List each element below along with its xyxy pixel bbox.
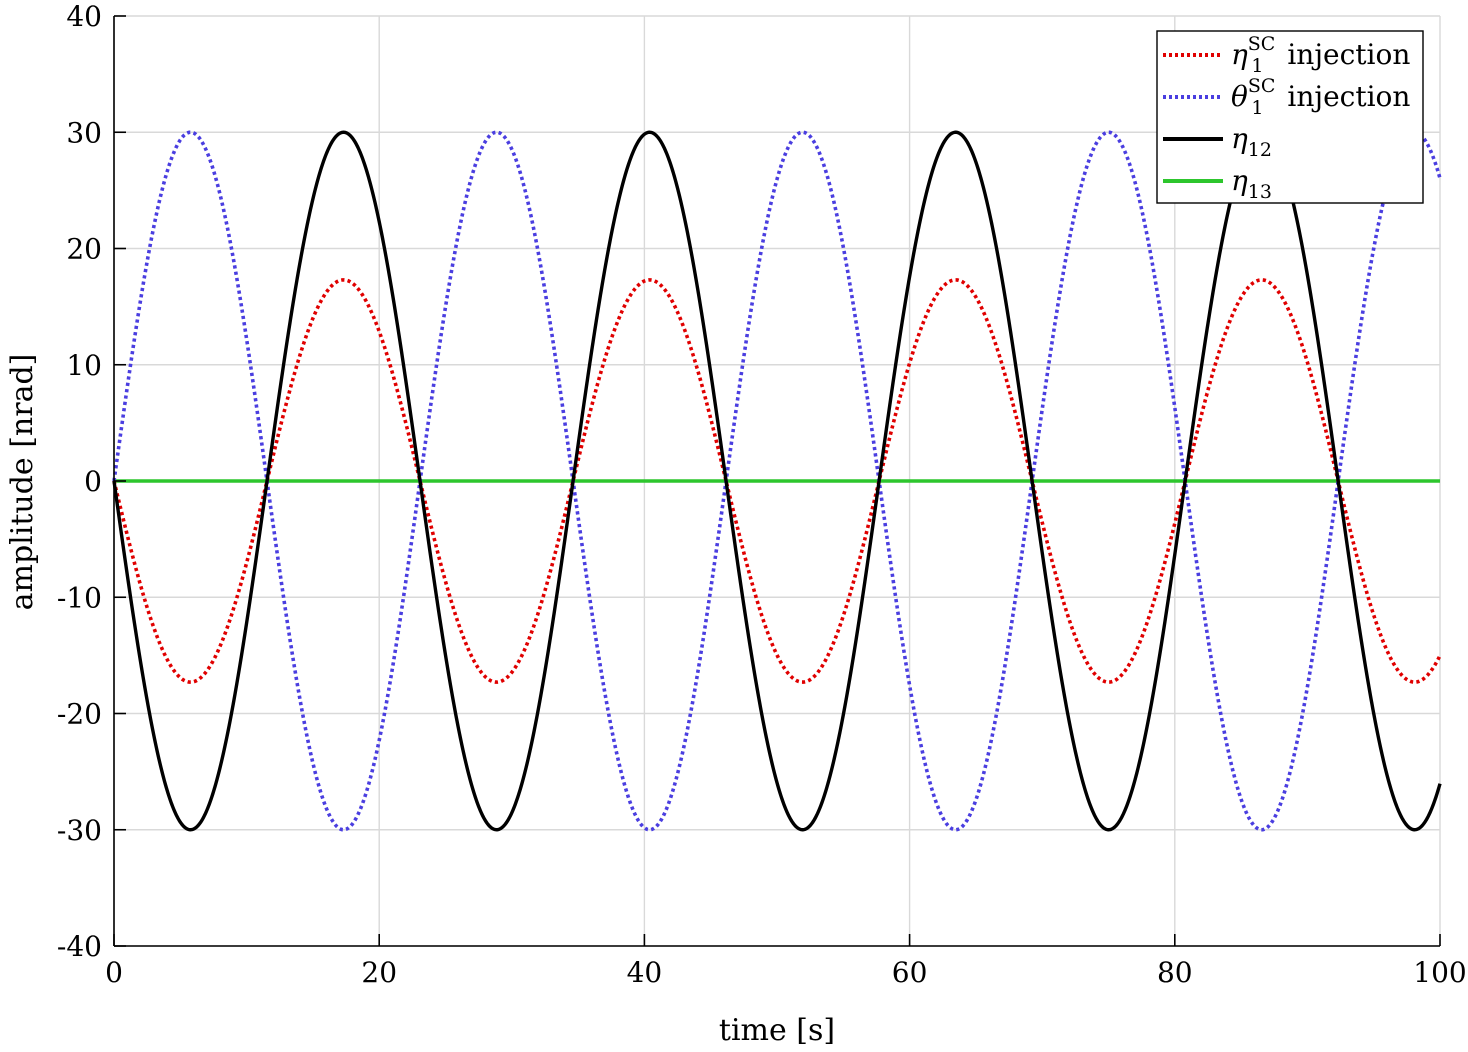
series-line-2 [112, 130, 1442, 832]
y-tick-label-1: 30 [66, 116, 102, 149]
y-tick-label-0: 40 [66, 0, 102, 33]
x-axis-label: time [s] [719, 1013, 835, 1048]
legend-label-2: η12 [1231, 122, 1272, 161]
x-tick-label-3: 60 [892, 956, 928, 989]
legend-label-3: η13 [1231, 164, 1272, 203]
y-tick-label-6: -20 [57, 698, 102, 731]
x-tick-label-4: 80 [1157, 956, 1193, 989]
x-tick-label-5: 100 [1413, 956, 1466, 989]
x-tick-label-0: 0 [105, 956, 123, 989]
y-tick-label-5: -10 [57, 581, 102, 614]
legend-label-1: θSC 1 injection [1231, 75, 1410, 119]
series-layer [112, 130, 1442, 832]
series-line-1 [112, 130, 1442, 832]
y-tick-label-4: 0 [84, 465, 102, 498]
y-tick-label-3: 10 [66, 349, 102, 382]
y-tick-label-2: 20 [66, 233, 102, 266]
y-axis-label: amplitude [nrad] [5, 354, 40, 611]
x-tick-label-2: 40 [627, 956, 663, 989]
axes [113, 15, 1441, 947]
legend-box [1156, 30, 1424, 204]
x-tick-label-1: 20 [361, 956, 397, 989]
legend-label-0: ηSC 1 injection [1231, 33, 1410, 77]
y-tick-label-7: -30 [57, 814, 102, 847]
series-line-0 [112, 278, 1442, 684]
y-tick-label-8: -40 [57, 930, 102, 963]
